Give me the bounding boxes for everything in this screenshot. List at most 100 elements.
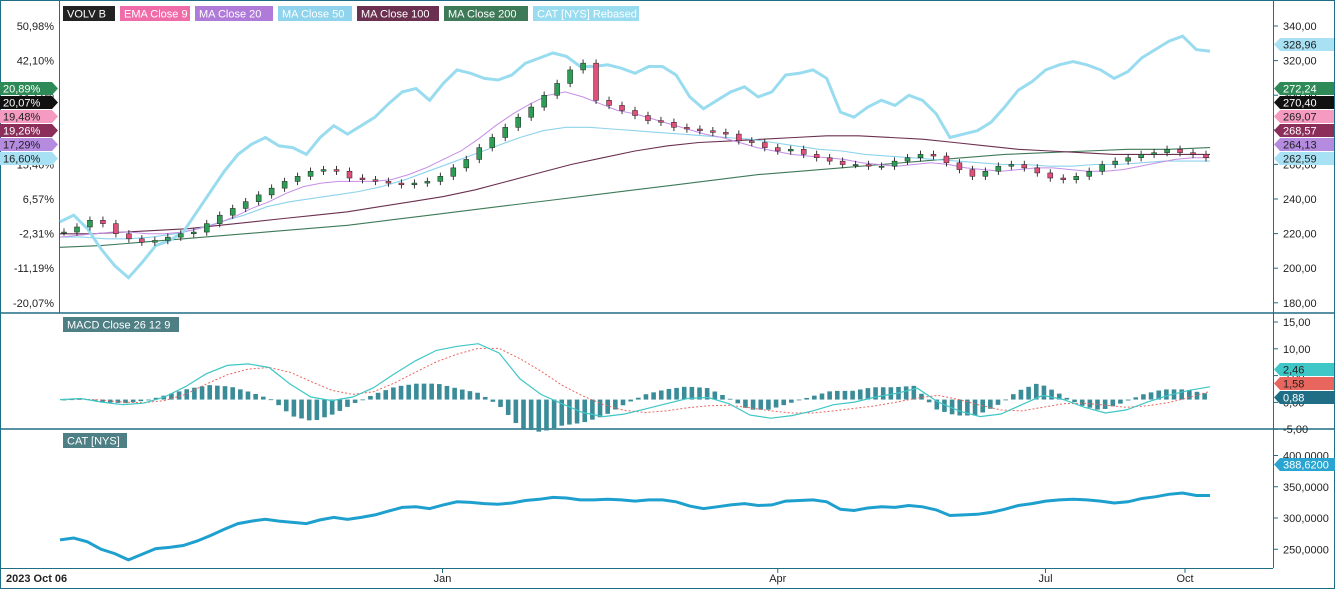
candle-body <box>204 223 210 233</box>
ma50-line <box>60 126 1210 240</box>
candle-body <box>502 127 508 138</box>
cat-price-badge-shape <box>1274 458 1335 471</box>
time-axis-ticks: 2023 Oct 06 Jan Apr Jul Oct <box>6 568 1194 585</box>
right-badge-shape <box>1274 138 1334 151</box>
macd-hist-bar <box>689 386 695 400</box>
macd-badge: 0,88 <box>1274 391 1334 405</box>
candle-body <box>606 100 612 106</box>
macd-hist-bar <box>857 389 863 400</box>
macd-hist-bar <box>1102 399 1108 409</box>
candle-body <box>839 160 846 165</box>
candle-body <box>917 154 924 158</box>
right-badge: 328,96 <box>1274 38 1334 52</box>
candle-body <box>255 194 262 202</box>
cat-price-badge-text: 388,6200 <box>1283 460 1329 472</box>
price-right-tick: 340,00 <box>1283 21 1317 33</box>
legend-item: MA Close 200 <box>444 6 528 21</box>
candle-body <box>865 164 872 167</box>
macd-hist-bar <box>207 385 213 400</box>
macd-hist-bar <box>781 399 787 406</box>
macd-hist-bar <box>245 391 251 400</box>
macd-hist-bar <box>926 399 932 403</box>
macd-badge-text: 0,88 <box>1283 393 1304 405</box>
candle-body <box>74 226 80 233</box>
right-badge-text: 269,07 <box>1283 112 1317 124</box>
macd-hist-bar <box>1202 393 1207 400</box>
macd-hist-bar <box>735 399 741 404</box>
candle-body <box>878 165 885 168</box>
macd-hist-bar <box>1011 394 1016 400</box>
macd-hist-bar <box>957 399 963 416</box>
macd-hist-bar <box>965 399 970 416</box>
macd-hist-bar <box>1118 399 1123 404</box>
candle-body <box>372 179 379 182</box>
macd-hist-bar <box>528 399 534 431</box>
macd-hist-bar <box>482 396 488 400</box>
candle-body <box>710 130 716 133</box>
macd-hist-bar <box>567 399 572 425</box>
candle-body <box>619 105 625 111</box>
macd-hist-bar <box>605 399 610 414</box>
macd-hist-bar <box>750 399 756 410</box>
left-badge: 17,29% <box>0 138 58 152</box>
macd-histogram <box>62 383 1207 432</box>
macd-hist-bar <box>1133 397 1139 400</box>
candle-body <box>969 169 976 177</box>
macd-hist-bar <box>873 387 878 400</box>
macd-hist-bar <box>796 399 802 401</box>
macd-hist-bar <box>306 399 312 421</box>
macd-hist-bar <box>949 399 955 415</box>
candle-body <box>307 171 314 177</box>
macd-hist-bar <box>674 387 679 400</box>
candle-body <box>1190 152 1196 155</box>
macd-hist-bar <box>169 393 174 400</box>
candle-body <box>787 149 794 152</box>
candle-body <box>411 182 418 186</box>
macd-hist-bar <box>414 383 419 400</box>
candle-body <box>242 201 249 209</box>
left-badge-text: 20,07% <box>3 98 41 110</box>
candle-body <box>1086 171 1092 177</box>
legend-swatch <box>195 6 273 21</box>
candle-body <box>658 120 664 123</box>
macd-hist-bar <box>1079 399 1085 406</box>
macd-hist-bar <box>704 388 710 400</box>
macd-hist-bar <box>681 386 687 400</box>
left-badge: 19,26% <box>0 124 58 138</box>
cat-tick: 300,0000 <box>1283 513 1329 525</box>
left-badge-shape <box>0 82 58 95</box>
candle-body <box>943 155 950 164</box>
price-right-tick: 200,00 <box>1283 263 1317 275</box>
macd-hist-bar <box>812 395 817 400</box>
candle-body <box>723 132 729 135</box>
ma200-line <box>59 147 1211 248</box>
candle-body <box>1047 172 1054 179</box>
macd-hist-bar <box>720 394 725 400</box>
macd-badge-text: 2,46 <box>1283 365 1304 377</box>
right-badge-shape <box>1274 152 1334 165</box>
legend-swatch <box>533 6 639 21</box>
macd-hist-bar <box>636 397 641 400</box>
macd-hist-bar <box>628 399 633 402</box>
macd-hist-bar <box>199 386 205 400</box>
macd-hist-bar <box>1110 399 1116 407</box>
macd-tick: 15,00 <box>1283 317 1311 329</box>
macd-hist-bar <box>283 399 289 412</box>
candle-body <box>165 236 171 241</box>
cat-title: CAT [NYS] <box>67 436 120 448</box>
legend-swatch <box>357 6 439 21</box>
left-badge-text: 17,29% <box>3 140 41 152</box>
macd-hist-bar <box>666 388 672 400</box>
left-badge-shape <box>0 96 58 109</box>
candle-body <box>1203 154 1209 158</box>
macd-hist-bar <box>238 389 243 400</box>
macd-hist-bar <box>437 384 442 400</box>
left-badge-text: 16,60% <box>3 154 41 166</box>
candle-body <box>61 231 67 234</box>
candle-body <box>191 231 197 234</box>
macd-hist-bar <box>1018 389 1024 400</box>
legend-item: CAT [NYS] Rebased <box>533 6 639 21</box>
macd-hist-bar <box>1026 386 1031 400</box>
